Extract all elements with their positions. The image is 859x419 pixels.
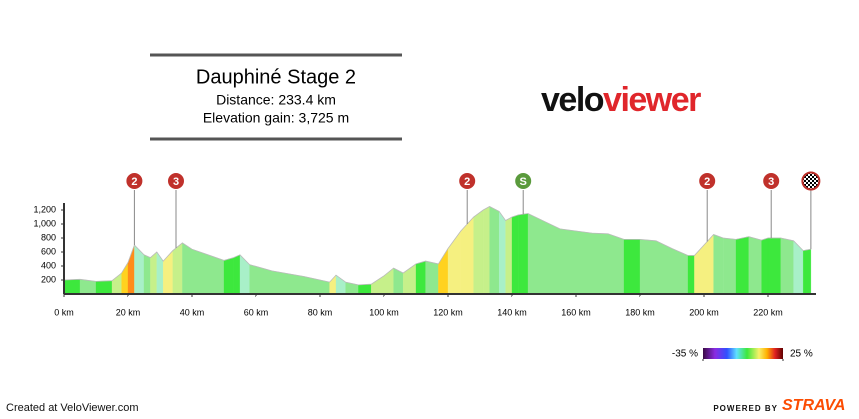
profile-segment: [575, 230, 593, 295]
profile-segment: [371, 275, 385, 295]
y-tick-label: 200: [41, 274, 56, 284]
marker-label: 3: [768, 176, 774, 188]
profile-segment: [694, 244, 705, 295]
profile-segment: [150, 251, 157, 295]
x-tick-label: 200 km: [689, 307, 719, 317]
profile-segment: [111, 272, 122, 295]
profile-segment: [335, 274, 346, 295]
y-tick-label: 600: [41, 246, 56, 256]
profile-segment: [735, 236, 749, 295]
marker: [762, 172, 781, 190]
profile-segment: [223, 257, 234, 295]
marker: [458, 172, 477, 190]
profile-segment: [505, 216, 513, 295]
x-tick-label: 100 km: [369, 307, 399, 317]
marker-label: S: [520, 176, 527, 188]
x-tick-label: 20 km: [116, 307, 141, 317]
profile-segment: [713, 234, 724, 295]
profile-segment: [207, 254, 225, 295]
profile-segment: [543, 220, 561, 295]
marker-label: 3: [173, 176, 179, 188]
profile-segment: [182, 242, 193, 295]
profile-segment: [489, 206, 500, 295]
profile-segment: [127, 244, 135, 295]
title: Dauphiné Stage 2: [196, 66, 356, 88]
x-tick-label: 180 km: [625, 307, 655, 317]
strava: STRAVA: [782, 397, 845, 414]
marker-label: 2: [704, 176, 710, 188]
logo: veloviewer: [541, 81, 701, 119]
logo-part: viewer: [603, 81, 701, 119]
y-tick-label: 400: [41, 260, 56, 270]
marker: [514, 172, 533, 190]
profile-segment: [233, 254, 241, 295]
profile-segment: [473, 209, 484, 295]
profile-segment: [95, 280, 113, 295]
profile-segment: [415, 260, 426, 295]
profile-segment: [623, 239, 641, 295]
profile-segment: [803, 249, 812, 295]
profile-segment: [156, 251, 164, 295]
elevation-gain: Elevation gain: 3,725 m: [203, 110, 349, 126]
x-tick-label: 140 km: [497, 307, 527, 317]
profile-segment: [499, 210, 506, 295]
x-tick-label: 120 km: [433, 307, 463, 317]
profile-segment: [329, 274, 337, 295]
scale-min-label: -35 %: [672, 349, 698, 360]
x-tick-label: 160 km: [561, 307, 591, 317]
profile-segment: [63, 279, 81, 295]
marker: [801, 171, 821, 191]
scale-max-label: 25 %: [790, 349, 813, 360]
profile-segment: [655, 240, 673, 295]
marker: [698, 172, 717, 190]
profile-segment: [639, 239, 657, 295]
profile-segment: [607, 233, 625, 295]
profile-segment: [163, 250, 173, 295]
logo-part: velo: [541, 81, 604, 119]
x-tick-label: 60 km: [244, 307, 269, 317]
marker-label: 2: [131, 176, 137, 188]
profile-segment: [518, 213, 529, 295]
y-tick-label: 800: [41, 232, 56, 242]
profile-segment: [559, 228, 577, 295]
profile-segment: [511, 214, 519, 295]
y-tick-label: 1,000: [33, 218, 56, 228]
marker: [125, 172, 144, 190]
profile-segment: [239, 254, 250, 295]
profile-segment: [671, 248, 689, 295]
profile-segment: [438, 247, 449, 295]
profile-outline: [63, 206, 811, 286]
profile-segment: [143, 254, 151, 295]
profile-segment: [687, 255, 695, 295]
profile-segment: [358, 284, 372, 295]
profile-segment: [780, 237, 794, 295]
profile-segment: [425, 260, 439, 295]
footer-credit: Created at VeloViewer.com: [6, 402, 138, 414]
profile-segment: [191, 248, 209, 295]
profile-segment: [761, 237, 769, 295]
profile-segment: [527, 213, 545, 295]
x-tick-label: 40 km: [180, 307, 205, 317]
profile-segment: [172, 242, 183, 295]
powered-by: POWERED BY: [713, 404, 778, 413]
x-tick-label: 0 km: [54, 307, 74, 317]
y-tick-label: 1,200: [33, 204, 56, 214]
distance: Distance: 233.4 km: [216, 92, 336, 108]
x-tick-label: 220 km: [753, 307, 783, 317]
profile-segment: [723, 237, 737, 295]
profile-segment: [748, 236, 762, 295]
profile-segment: [483, 206, 490, 295]
profile-segment: [79, 279, 97, 295]
marker: [167, 172, 185, 190]
profile-segment: [134, 244, 145, 295]
profile-segment: [591, 232, 609, 295]
x-tick-label: 80 km: [308, 307, 333, 317]
profile-segment: [767, 237, 781, 295]
marker-label: 2: [464, 176, 470, 188]
profile-segment: [271, 270, 305, 295]
gradient-scale: [703, 348, 783, 359]
profile-segment: [249, 264, 273, 295]
profile-segment: [447, 230, 461, 295]
